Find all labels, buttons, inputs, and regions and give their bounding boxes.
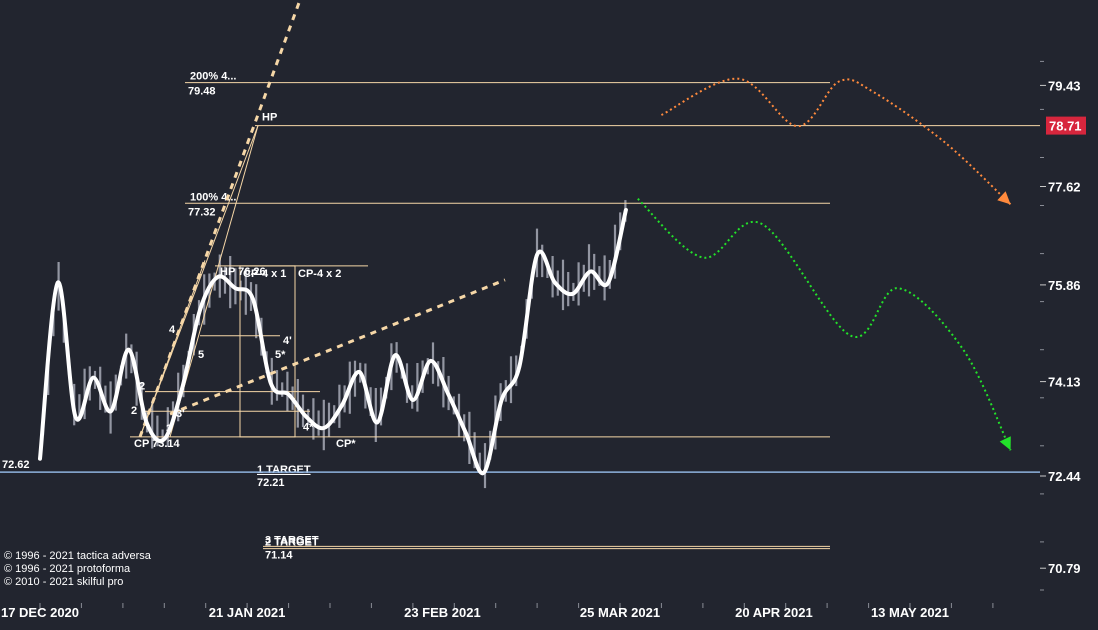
fan-line [139,125,259,438]
dashed-trend [169,278,506,416]
wave-label: 5 [198,349,204,361]
blue-level: 72.62 [0,459,1040,473]
forecast-down-path-arrow [997,191,1011,205]
copyright-line: © 2010 - 2021 skilful pro [4,576,123,588]
y-tick-label: 72.44 [1048,469,1081,484]
wave-label: 4 [169,324,176,336]
level-price-label: 71.14 [265,549,293,561]
level-pct-label: 200% 4... [190,71,236,83]
x-tick-label: 20 APR 2021 [735,605,813,620]
price-line [38,208,628,476]
level-pct-label: 2 TARGET [265,537,319,549]
target-1-price: 72.21 [257,477,285,489]
current-price-label: 78.71 [1049,119,1082,134]
wave-label: 2 [131,405,137,417]
candles [41,200,627,489]
y-tick-label: 70.79 [1048,561,1081,576]
forecast-down-path [660,77,1012,206]
levels: 200% 4... 79.48 100% 4... 77.32 3 TARGET 71.1… [130,71,1040,561]
y-tick-label: 77.62 [1048,180,1081,195]
level-pct-label: 3 TARGET [265,534,319,546]
wave-label: 3 [166,423,172,435]
copyright-line: © 1996 - 2021 protoforma [4,563,131,575]
wave-label: HP 76.26 [220,266,266,278]
wave-label: 4* [303,422,314,434]
wave-label: CP 73.14 [134,438,181,450]
x-tick-label: 25 MAR 2021 [580,605,660,620]
current-price-badge [1046,116,1086,135]
dashed-trend [138,0,302,438]
projection-boxes [138,0,506,438]
level-price-label: 79.48 [188,86,216,98]
forecast-alt-path [637,198,1012,451]
wave-label: 5* [275,349,286,361]
x-tick-label: 13 MAY 2021 [871,605,949,620]
target-1-label: 1 TARGET [257,464,311,476]
wave-label: HP [262,112,277,124]
x-tick-label: 23 FEB 2021 [404,605,481,620]
copyright-notes: © 1996 - 2021 tactica adversa© 1996 - 20… [4,550,152,588]
x-tick-label: 21 JAN 2021 [209,605,286,620]
axes: 79.43 77.62 75.86 74.13 72.44 70.79 78.71 17 DE… [1,60,1086,620]
forecasts [637,77,1012,451]
forecast-alt-path-arrow [999,436,1011,451]
y-tick-label: 74.13 [1048,375,1081,390]
blue-level-label: 72.62 [2,459,30,471]
wave-label: CP* [336,438,356,450]
price-line-path [38,208,628,476]
copyright-line: © 1996 - 2021 tactica adversa [4,550,152,562]
level-pct-label: 100% 4... [190,191,236,203]
x-tick-label: 17 DEC 2020 [1,605,79,620]
wave-label: 3' [176,408,185,420]
y-tick-label: 79.43 [1048,78,1081,93]
y-tick-label: 75.86 [1048,278,1081,293]
wave-label: CP-4 x 1 [243,268,286,280]
wave-label: 4' [283,335,292,347]
wave-label: CP-4 x 2 [298,268,341,280]
level-price-label: 77.32 [188,206,216,218]
wave-label: 2 [139,381,145,393]
